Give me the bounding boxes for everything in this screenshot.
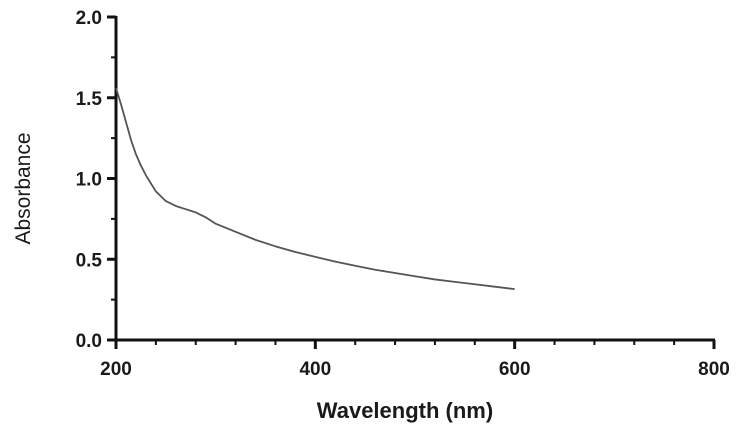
- x-tick-label: 800: [698, 359, 730, 380]
- y-tick-label: 0.0: [76, 331, 102, 352]
- y-tick-label: 2.0: [76, 8, 102, 29]
- y-axis-title: Absorbance: [12, 132, 35, 244]
- absorbance-series-line: [115, 87, 515, 291]
- x-tick-label: 400: [299, 359, 331, 380]
- x-axis-ticks: 200 400 600 800: [100, 340, 730, 380]
- y-tick-label: 0.5: [76, 250, 103, 271]
- y-axis-ticks: 0.0 0.5 1.0 1.5 2.0: [76, 8, 116, 352]
- y-tick-label: 1.0: [76, 170, 102, 191]
- y-tick-label: 1.5: [76, 89, 103, 110]
- x-axis-title: Wavelength (nm): [317, 398, 493, 423]
- x-tick-label: 600: [499, 359, 531, 380]
- x-tick-label: 200: [100, 359, 132, 380]
